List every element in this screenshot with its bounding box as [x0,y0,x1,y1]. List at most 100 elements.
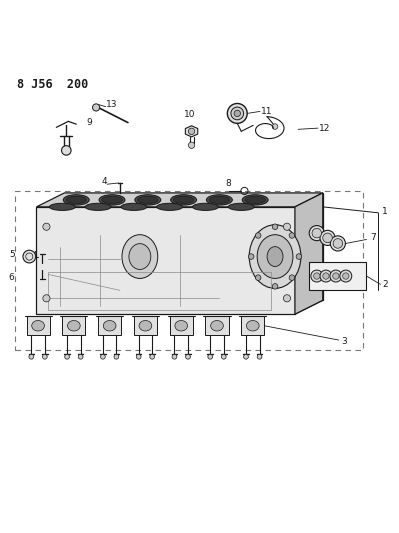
Ellipse shape [102,196,122,204]
Circle shape [309,225,324,241]
Text: 6: 6 [9,273,15,282]
Ellipse shape [171,195,197,205]
Polygon shape [295,193,323,314]
Circle shape [231,107,244,120]
Circle shape [43,223,50,230]
Ellipse shape [66,196,87,204]
Ellipse shape [209,196,230,204]
Polygon shape [64,193,323,300]
Text: 4: 4 [294,258,300,267]
Circle shape [221,354,226,359]
Circle shape [186,354,190,359]
Circle shape [42,354,47,359]
Polygon shape [241,316,264,335]
Text: 1: 1 [382,207,388,216]
Text: 13: 13 [106,100,118,109]
Ellipse shape [242,195,268,205]
Circle shape [208,354,213,359]
Circle shape [333,239,343,248]
Circle shape [227,103,247,123]
Ellipse shape [63,195,89,205]
Circle shape [43,295,50,302]
Polygon shape [62,316,85,335]
Ellipse shape [103,320,116,331]
Ellipse shape [135,195,161,205]
Circle shape [188,142,195,148]
Circle shape [255,275,261,280]
Text: 4: 4 [32,251,37,260]
Circle shape [114,354,119,359]
Polygon shape [36,300,323,314]
Circle shape [323,233,332,243]
Circle shape [29,354,34,359]
Ellipse shape [247,320,259,331]
Ellipse shape [85,203,111,211]
Circle shape [333,273,339,279]
Ellipse shape [245,196,265,204]
Ellipse shape [99,195,125,205]
Circle shape [311,270,323,282]
Ellipse shape [228,203,254,211]
Ellipse shape [49,203,75,211]
Ellipse shape [173,196,194,204]
Text: 4: 4 [101,177,107,187]
Circle shape [330,270,342,282]
Polygon shape [134,316,157,335]
Ellipse shape [121,203,147,211]
Ellipse shape [32,320,44,331]
Circle shape [320,270,332,282]
Polygon shape [36,207,295,314]
Ellipse shape [129,244,151,270]
Text: 2: 2 [382,280,388,289]
Text: 12: 12 [319,124,330,133]
Circle shape [78,354,83,359]
Ellipse shape [267,247,283,266]
Ellipse shape [139,320,152,331]
Circle shape [257,354,262,359]
Circle shape [272,124,278,130]
Circle shape [61,146,71,155]
Circle shape [136,354,141,359]
Polygon shape [205,316,229,335]
Circle shape [320,230,335,245]
Circle shape [289,275,295,280]
Circle shape [234,110,241,117]
Circle shape [330,236,346,251]
Bar [48,272,271,310]
Circle shape [289,233,295,238]
Text: 5: 5 [9,250,15,259]
Ellipse shape [211,320,223,331]
Circle shape [283,295,290,302]
Circle shape [323,273,329,279]
Circle shape [244,354,249,359]
Circle shape [314,273,320,279]
Ellipse shape [122,235,158,278]
Text: 11: 11 [261,107,273,116]
Polygon shape [170,316,193,335]
Ellipse shape [257,235,293,278]
Text: 8: 8 [225,179,231,188]
Ellipse shape [175,320,188,331]
Circle shape [93,104,100,111]
Circle shape [272,284,278,289]
Polygon shape [186,126,198,137]
Ellipse shape [138,196,158,204]
Text: 9: 9 [86,118,92,127]
Text: 10: 10 [184,110,195,119]
Circle shape [340,270,352,282]
Circle shape [23,250,36,263]
Circle shape [343,273,349,279]
Ellipse shape [67,320,80,331]
Bar [309,262,367,290]
Bar [15,191,363,350]
Circle shape [283,223,290,230]
Circle shape [296,254,302,260]
Circle shape [249,254,254,260]
Polygon shape [27,316,49,335]
Text: 7: 7 [371,233,376,243]
Circle shape [172,354,177,359]
Ellipse shape [249,225,301,288]
Circle shape [65,354,69,359]
Polygon shape [36,193,323,207]
Ellipse shape [157,203,183,211]
